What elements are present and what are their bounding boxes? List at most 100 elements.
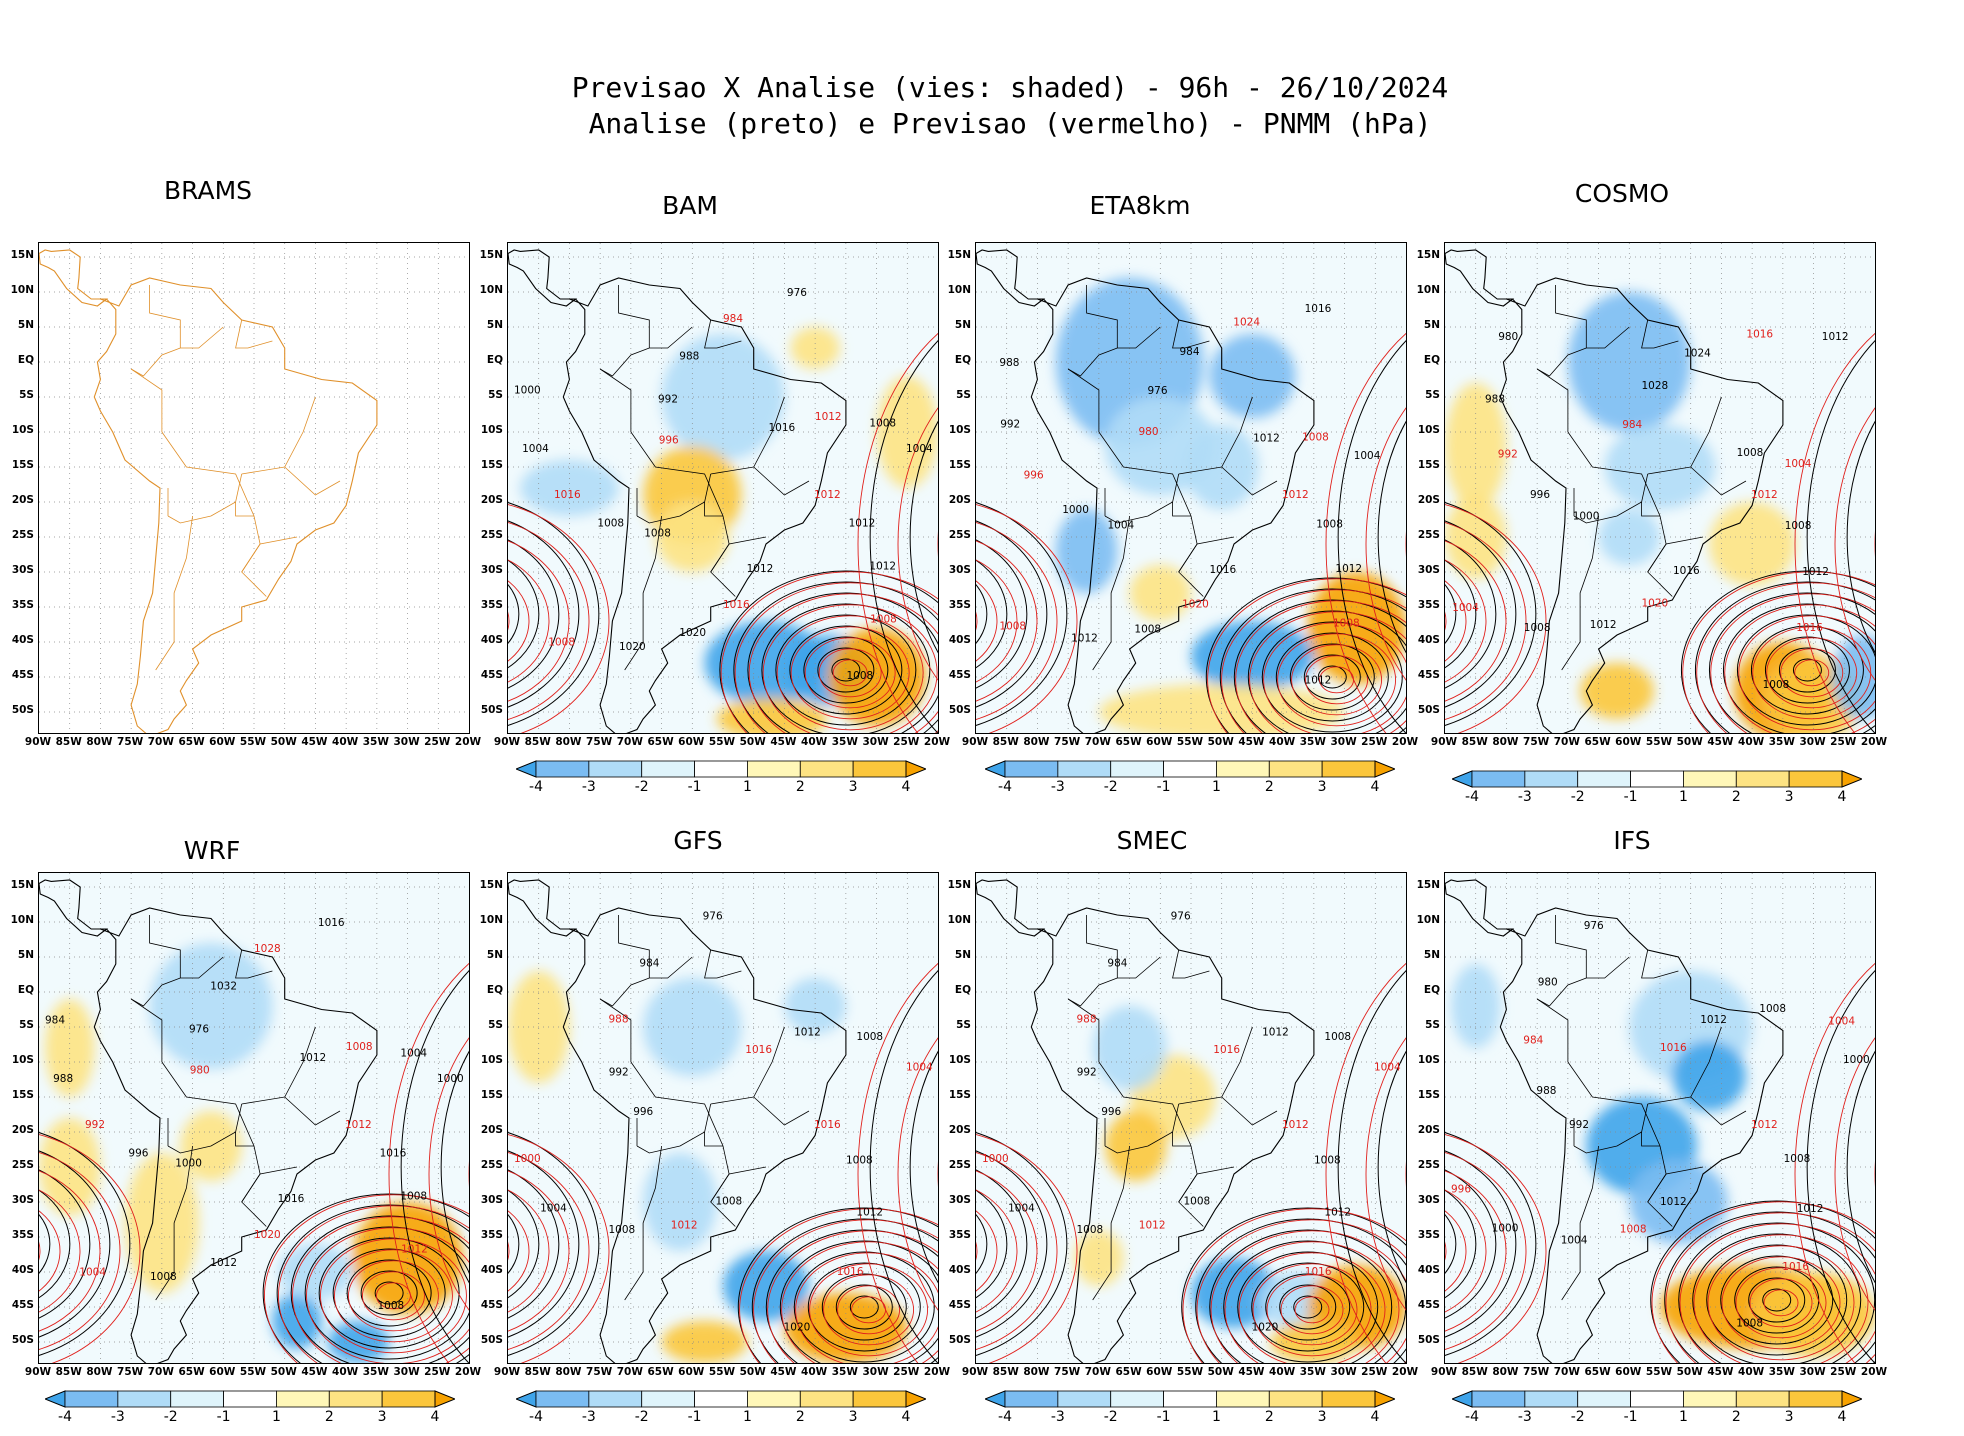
isobar-analysis [1722, 603, 1875, 733]
isobar-forecast [1721, 1256, 1841, 1350]
contour-label: 988 [609, 1014, 629, 1026]
lon-tick-label: 65W [178, 1366, 205, 1378]
isobar-forecast [508, 1134, 610, 1363]
lon-tick-label: 35W [1768, 1366, 1795, 1378]
isobar-analysis [332, 1248, 446, 1338]
isobar-forecast [1365, 407, 1406, 681]
colorbar-swatch [1216, 760, 1270, 778]
country-border [1172, 1132, 1191, 1147]
bias-shade [1709, 502, 1796, 586]
isobar-analysis [39, 1213, 51, 1275]
lat-tick-label: EQ [486, 984, 503, 996]
colorbar-swatch [1630, 770, 1684, 788]
lon-tick-label: 40W [1738, 1366, 1765, 1378]
lon-tick-label: 20W [1391, 736, 1419, 748]
lat-tick-label: 5S [19, 389, 34, 401]
isobar-forecast [1210, 1230, 1406, 1363]
contour-label: 1008 [1785, 520, 1812, 532]
lat-tick-label: 10N [10, 914, 34, 926]
isobar-forecast [809, 1263, 929, 1357]
isobar-forecast [804, 637, 896, 709]
contour-label: 1008 [1077, 1224, 1104, 1236]
colorbar-eta8km [983, 760, 1397, 782]
colorbar-swatch [641, 1390, 695, 1408]
country-border [149, 285, 224, 349]
isobar-analysis [1846, 1050, 1875, 1284]
colorbar-label: 4 [901, 1409, 911, 1425]
contour-label: 996 [1101, 1106, 1121, 1118]
isobar-forecast [39, 1189, 81, 1313]
isobar-forecast [1679, 1223, 1875, 1363]
lon-tick-label: 65W [178, 736, 205, 748]
lat-tick-label: 40S [1417, 634, 1440, 646]
coastline-south-america [1030, 277, 1315, 733]
colorbar-swatch [1216, 1390, 1270, 1408]
country-border [1536, 998, 1569, 1062]
lat-tick-label: EQ [1423, 354, 1440, 366]
map-panel-cosmo: 1012 1008 1012 1016 1008 1016 1020 1012 1008 1004… [1444, 242, 1876, 734]
contour-label: 1012 [849, 517, 876, 529]
isobar-forecast [1763, 1289, 1799, 1317]
lat-tick-label: 15S [948, 459, 971, 471]
colorbar-label: 4 [1370, 1409, 1380, 1425]
lat-tick-label: 25S [948, 1159, 971, 1171]
isobar-forecast [508, 540, 570, 702]
isobar-analysis [817, 647, 875, 693]
country-border [149, 915, 224, 979]
colorbar-label: 1 [1211, 779, 1221, 795]
colorbar-label: 3 [1784, 1409, 1794, 1425]
lat-tick-label: 15S [11, 459, 34, 471]
colorbar-swatch [1471, 770, 1526, 788]
lat-tick-label: 50S [948, 1334, 971, 1346]
isobar-analysis [1275, 632, 1389, 722]
country-border [704, 502, 723, 517]
bias-shade [723, 1251, 809, 1321]
isobar-forecast [1325, 333, 1406, 733]
isobar-forecast [748, 593, 938, 733]
contour-label: 1008 [1314, 1155, 1341, 1167]
isobar-forecast [508, 580, 530, 662]
contour-label: 1012 [815, 411, 842, 423]
contour-label: 1020 [784, 1321, 811, 1333]
isobar-analysis [1265, 1273, 1351, 1341]
isobar-forecast [823, 1274, 915, 1346]
contour-label: 1012 [1324, 1207, 1351, 1219]
isobar-forecast [1280, 1285, 1344, 1335]
country-border [241, 466, 341, 496]
isobar-analysis [1806, 340, 1875, 733]
isobar-forecast [39, 1210, 61, 1292]
colorbar-label: -3 [1517, 1409, 1532, 1425]
isobar-forecast [1724, 604, 1875, 733]
colorbar-label: -2 [163, 1409, 178, 1425]
lat-tick-label: EQ [486, 354, 503, 366]
lon-tick-label: 55W [1176, 1366, 1204, 1378]
country-border [1647, 1166, 1704, 1203]
isobar-analysis [39, 1189, 71, 1299]
contour-label: 1008 [597, 517, 624, 529]
colorbar-swatch [1735, 770, 1790, 788]
lon-tick-label: 80W [86, 1366, 113, 1378]
country-border [1641, 319, 1679, 349]
colorbar-swatch [1163, 1390, 1217, 1408]
lat-tick-label: 45S [480, 669, 503, 681]
colorbar-swatch [1788, 1390, 1843, 1408]
contour-label: 976 [1148, 385, 1168, 397]
contour-label: 1016 [278, 1193, 305, 1205]
colorbar-label: -3 [1050, 1409, 1065, 1425]
lon-tick-label: 90W [24, 1366, 52, 1378]
isobar-forecast [1294, 1296, 1330, 1324]
country-border [155, 1145, 193, 1301]
contour-label: 1020 [619, 641, 646, 653]
contour-label: 984 [1107, 958, 1127, 970]
lat-tick-label: 10N [947, 914, 971, 926]
colorbar-swatch [328, 1390, 383, 1408]
lat-tick-label: 30S [1417, 564, 1440, 576]
colorbar-swatch [905, 760, 928, 778]
lon-tick-label: 80W [1023, 736, 1050, 748]
colorbar-label: 3 [1317, 1409, 1327, 1425]
colorbar-label: -1 [1623, 789, 1638, 805]
colorbar-cosmo [1450, 770, 1864, 792]
isobar-analysis [1736, 614, 1875, 726]
lon-tick-label: 60W [678, 736, 705, 748]
country-border [599, 347, 650, 377]
